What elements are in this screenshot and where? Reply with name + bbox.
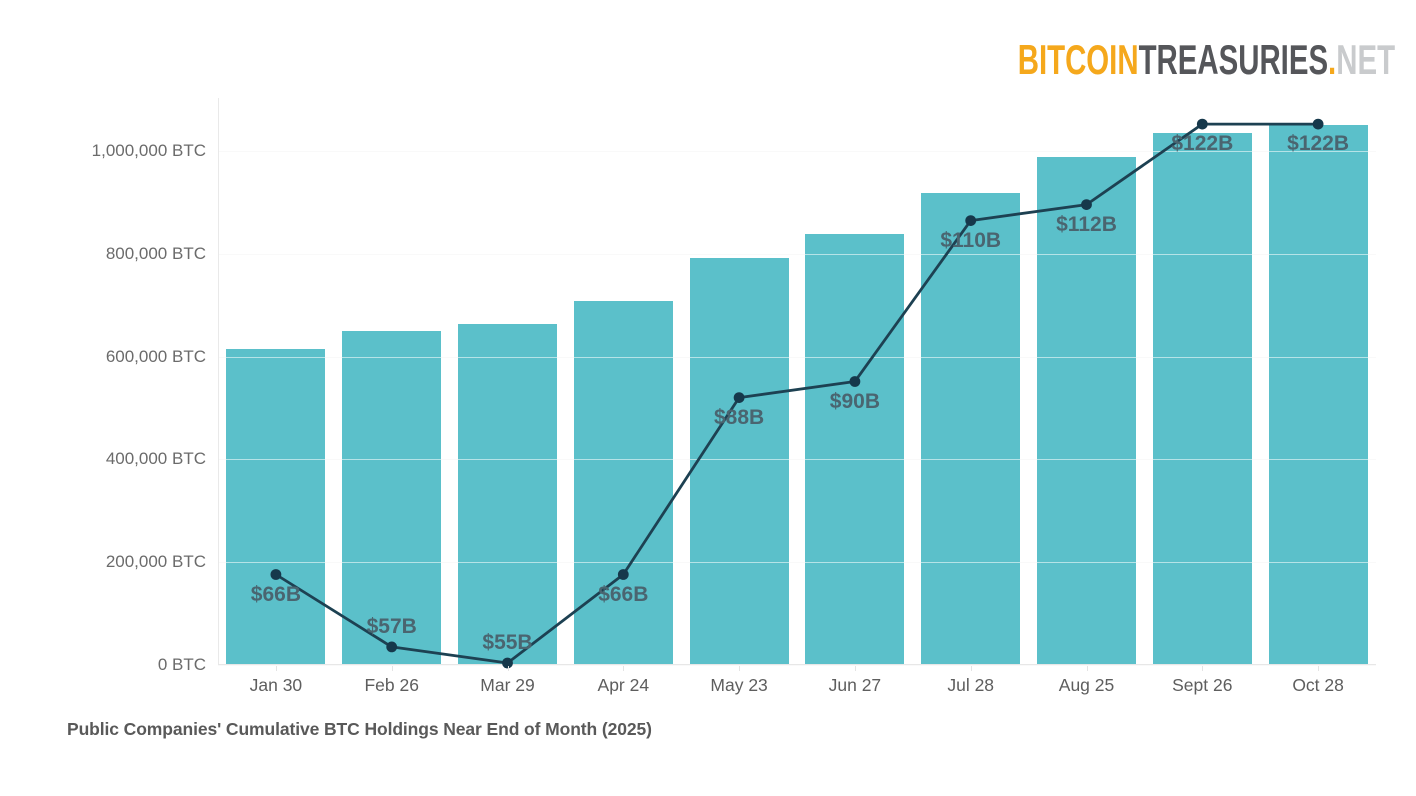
- usd-point-labels: $66B $57B $55B $66B $88B $90B $110B $112B $122B $…: [218, 98, 1376, 665]
- y-tick-label: 200,000 BTC: [105, 552, 206, 572]
- chart-caption: Public Companies' Cumulative BTC Holding…: [67, 719, 652, 739]
- gridline-overlay: [218, 356, 1376, 358]
- line-dot[interactable]: [617, 569, 629, 580]
- brand-bitcoin-text: BITCOIN: [1017, 36, 1139, 83]
- usd-line-series: [270, 118, 1324, 669]
- bar[interactable]: [805, 233, 905, 665]
- line-dot[interactable]: [733, 392, 745, 403]
- usd-value-label: $66B: [250, 582, 301, 606]
- plot-area: $66B $57B $55B $66B $88B $90B $110B $112B $122B $…: [218, 98, 1376, 669]
- bar[interactable]: [342, 330, 442, 665]
- x-tick-mark: [623, 666, 625, 671]
- gridline-overlay: [218, 665, 1376, 666]
- bar[interactable]: [1152, 133, 1252, 665]
- bar[interactable]: [226, 348, 326, 665]
- x-tick-label: Apr 24: [597, 675, 650, 695]
- y-tick-label: 600,000 BTC: [105, 346, 206, 366]
- usd-value-label: $55B: [482, 630, 533, 654]
- x-tick-mark: [970, 666, 972, 671]
- bar[interactable]: [573, 300, 673, 665]
- x-tick-label: Aug 25: [1058, 675, 1115, 695]
- x-tick-label: May 23: [710, 675, 768, 695]
- usd-value-label: $122B: [1287, 132, 1350, 156]
- line-dot[interactable]: [1081, 199, 1092, 210]
- bar[interactable]: [689, 257, 789, 665]
- gridline-overlay: [218, 459, 1376, 461]
- x-tick-mark: [739, 666, 741, 671]
- line-dot[interactable]: [965, 215, 977, 226]
- line-dot[interactable]: [849, 376, 861, 387]
- y-tick-label: 1,000,000 BTC: [91, 140, 206, 160]
- usd-value-label: $88B: [713, 405, 765, 429]
- x-tick-label: Jun 27: [828, 675, 882, 695]
- x-tick-label: Jul 28: [947, 675, 995, 695]
- bar[interactable]: [1268, 125, 1368, 665]
- x-tick-mark: [1086, 666, 1088, 671]
- usd-value-label: $112B: [1056, 212, 1117, 236]
- brand-net-text: NET: [1336, 36, 1395, 83]
- bar[interactable]: [458, 323, 557, 665]
- brand-treasuries-text: TREASURIES: [1138, 36, 1329, 83]
- usd-value-label: $66B: [598, 582, 649, 606]
- y-tick-label: 400,000 BTC: [105, 449, 206, 469]
- bar[interactable]: [921, 192, 1021, 665]
- line-dot[interactable]: [1196, 118, 1208, 130]
- x-tick-label: Mar 29: [480, 675, 535, 695]
- gridline-overlay: [218, 150, 1376, 152]
- gridline-overlay: [218, 253, 1376, 255]
- x-tick-label: Sept 26: [1172, 675, 1233, 695]
- y-axis-line: [218, 98, 219, 665]
- line-dot[interactable]: [386, 641, 398, 653]
- y-tick-label: 800,000 BTC: [105, 243, 206, 263]
- gridlines-overlay: [218, 98, 1376, 666]
- brand-dot-text: .: [1328, 36, 1337, 83]
- line-dot[interactable]: [502, 657, 513, 669]
- usd-value-label: $110B: [940, 228, 1002, 252]
- line-dot[interactable]: [1312, 118, 1324, 130]
- brand-logo[interactable]: BITCOINTREASURIES.NET: [1018, 39, 1395, 81]
- usd-value-label: $90B: [829, 389, 880, 413]
- x-tick-mark: [1202, 666, 1204, 671]
- bar[interactable]: [1037, 156, 1136, 665]
- x-tick-mark: [1318, 666, 1320, 671]
- x-tick-mark: [275, 666, 277, 671]
- usd-value-label: $57B: [366, 614, 417, 638]
- x-tick-label: Jan 30: [249, 675, 303, 695]
- usd-line: [275, 122, 1319, 665]
- x-tick-label: Oct 28: [1292, 675, 1344, 695]
- gridline-overlay: [218, 562, 1376, 564]
- x-tick-mark: [391, 666, 393, 671]
- bars-layer: [218, 98, 1376, 665]
- x-tick-label: Feb 26: [364, 675, 419, 695]
- x-axis-line: [218, 664, 1376, 665]
- y-tick-label: 0 BTC: [157, 655, 206, 674]
- x-tick-mark: [507, 666, 509, 671]
- line-dot[interactable]: [270, 569, 282, 580]
- x-tick-mark: [854, 666, 856, 671]
- x-axis: Jan 30 Feb 26 Mar 29 Apr 24 May 23 Jun 27 Jul …: [218, 666, 1376, 702]
- y-axis: 0 BTC 200,000 BTC 400,000 BTC 600,000 BTC 80…: [0, 98, 206, 674]
- usd-value-label: $122B: [1171, 132, 1234, 156]
